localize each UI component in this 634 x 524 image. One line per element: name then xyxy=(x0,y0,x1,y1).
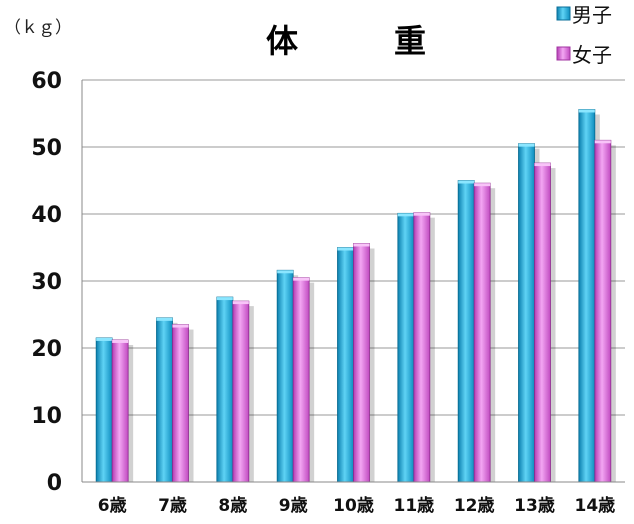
y-tick-label: 10 xyxy=(31,404,62,429)
chart-title: 体 重 xyxy=(266,22,426,60)
bar-boys-14歳 xyxy=(578,109,596,483)
bar-top-highlight xyxy=(232,301,249,305)
x-tick-label: 13歳 xyxy=(514,495,555,516)
bar-girls-9歳 xyxy=(292,277,310,483)
y-tick-label: 30 xyxy=(31,270,62,295)
bar-top-highlight xyxy=(474,183,491,187)
x-tick-label: 14歳 xyxy=(574,495,615,516)
bar-girls-7歳 xyxy=(172,324,189,483)
legend-label-girls: 女子 xyxy=(572,43,612,67)
unit-label: （ｋｇ） xyxy=(4,18,72,38)
bar-boys-13歳 xyxy=(518,143,535,483)
bar-top-highlight xyxy=(413,212,430,216)
bar-top-highlight xyxy=(216,297,233,301)
bar-girls-13歳 xyxy=(534,162,551,483)
bar-top-highlight xyxy=(277,270,294,274)
y-tick-label: 20 xyxy=(31,337,62,362)
bar-top-highlight xyxy=(337,247,354,251)
bar-girls-14歳 xyxy=(594,139,612,483)
legend-swatch-girls xyxy=(556,46,571,61)
bar-top-highlight xyxy=(96,337,113,341)
bar-top-highlight xyxy=(578,109,595,113)
bar-boys-9歳 xyxy=(276,269,294,483)
bar-top-highlight xyxy=(518,143,535,147)
x-tick-label: 8歳 xyxy=(218,495,247,516)
legend-swatch-boys xyxy=(556,6,571,21)
legend-label-boys: 男子 xyxy=(572,3,612,27)
y-tick-label: 40 xyxy=(31,203,62,228)
bar-boys-6歳 xyxy=(95,337,113,483)
bar-boys-7歳 xyxy=(156,317,173,483)
y-axis-ticks: 0 10 20 30 40 50 60 xyxy=(31,69,62,496)
x-tick-label: 7歳 xyxy=(158,495,187,516)
x-tick-label: 12歳 xyxy=(454,495,495,516)
bar-girls-10歳 xyxy=(353,243,370,483)
y-tick-label: 0 xyxy=(47,471,62,496)
bar-top-highlight xyxy=(112,339,129,343)
bar-top-highlight xyxy=(458,180,475,184)
x-tick-label: 9歳 xyxy=(279,495,308,516)
bars xyxy=(95,109,616,483)
bar-boys-10歳 xyxy=(337,247,354,483)
y-tick-label: 50 xyxy=(31,136,62,161)
x-tick-label: 11歳 xyxy=(393,495,434,516)
bar-top-highlight xyxy=(397,213,414,217)
bar-top-highlight xyxy=(293,277,310,281)
bar-girls-6歳 xyxy=(111,339,129,483)
x-tick-label: 6歳 xyxy=(98,495,127,516)
x-axis-ticks: 6歳 7歳 8歳 9歳 10歳 11歳 12歳 13歳 14歳 xyxy=(98,495,615,516)
bar-boys-11歳 xyxy=(397,212,415,483)
bar-top-highlight xyxy=(353,243,370,247)
bar-top-highlight xyxy=(594,140,611,144)
y-tick-label: 60 xyxy=(31,69,62,94)
bar-boys-8歳 xyxy=(216,296,234,483)
bar-boys-12歳 xyxy=(457,180,475,483)
bar-top-highlight xyxy=(534,163,551,167)
bar-girls-11歳 xyxy=(413,212,431,483)
bar-girls-12歳 xyxy=(473,182,491,483)
bar-top-highlight xyxy=(156,317,173,321)
bar-girls-8歳 xyxy=(232,300,250,483)
x-tick-label: 10歳 xyxy=(333,495,374,516)
legend: 男子 女子 xyxy=(556,3,612,67)
bar-top-highlight xyxy=(172,324,189,328)
